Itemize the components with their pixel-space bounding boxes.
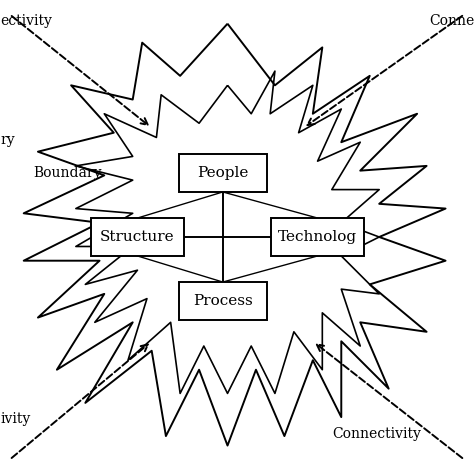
Text: Boundary: Boundary [33,166,102,180]
FancyBboxPatch shape [271,218,364,256]
Text: People: People [197,166,248,180]
Text: Process: Process [193,294,253,308]
FancyBboxPatch shape [91,218,183,256]
Text: ry: ry [0,133,15,147]
Text: Connectivity: Connectivity [332,427,420,441]
Text: Structure: Structure [100,230,175,244]
Text: Technolog: Technolog [278,230,357,244]
Text: ivity: ivity [0,412,30,427]
Text: Conne: Conne [429,14,474,28]
FancyBboxPatch shape [179,154,266,192]
FancyBboxPatch shape [179,282,266,320]
Text: ectivity: ectivity [0,14,52,28]
